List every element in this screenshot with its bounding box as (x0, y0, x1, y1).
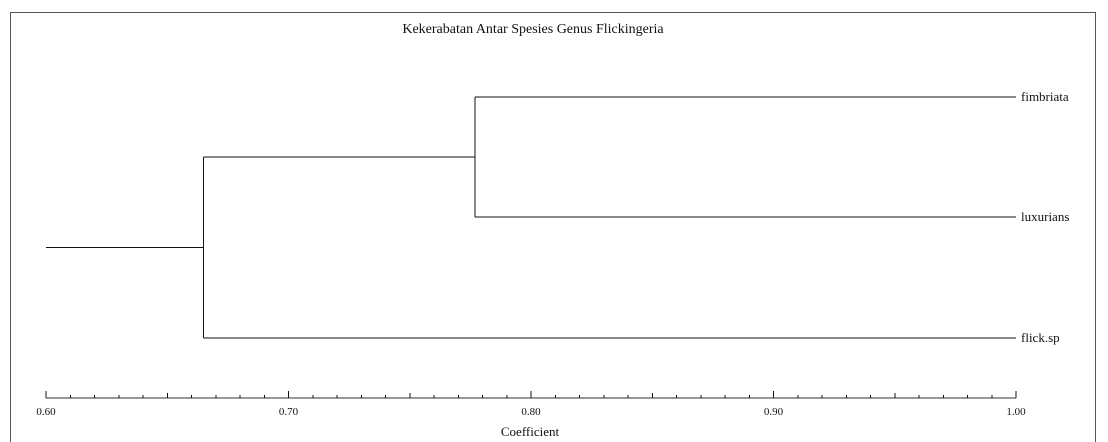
tick-label: 0.80 (521, 406, 541, 418)
x-axis-label: Coefficient (501, 424, 560, 439)
tick-label: 0.90 (764, 406, 784, 418)
plot-frame (10, 12, 1096, 442)
axis-ticks (45, 391, 1017, 398)
leaf-label: luxurians (1021, 209, 1069, 224)
leaf-label: flick.sp (1021, 330, 1060, 345)
dendrogram-branches (46, 96, 1016, 339)
chart-title: Kekerabatan Antar Spesies Genus Flicking… (402, 22, 664, 37)
axis-tick-labels: 0.60 0.70 0.80 0.90 1.00 (36, 406, 1026, 418)
tick-label: 1.00 (1006, 406, 1026, 418)
coefficient-axis: 0.60 0.70 0.80 0.90 1.00 (36, 391, 1026, 418)
tick-label: 0.60 (36, 406, 56, 418)
leaf-labels: fimbriata luxurians flick.sp (1021, 89, 1069, 345)
leaf-label: fimbriata (1021, 89, 1069, 104)
tick-label: 0.70 (279, 406, 299, 418)
